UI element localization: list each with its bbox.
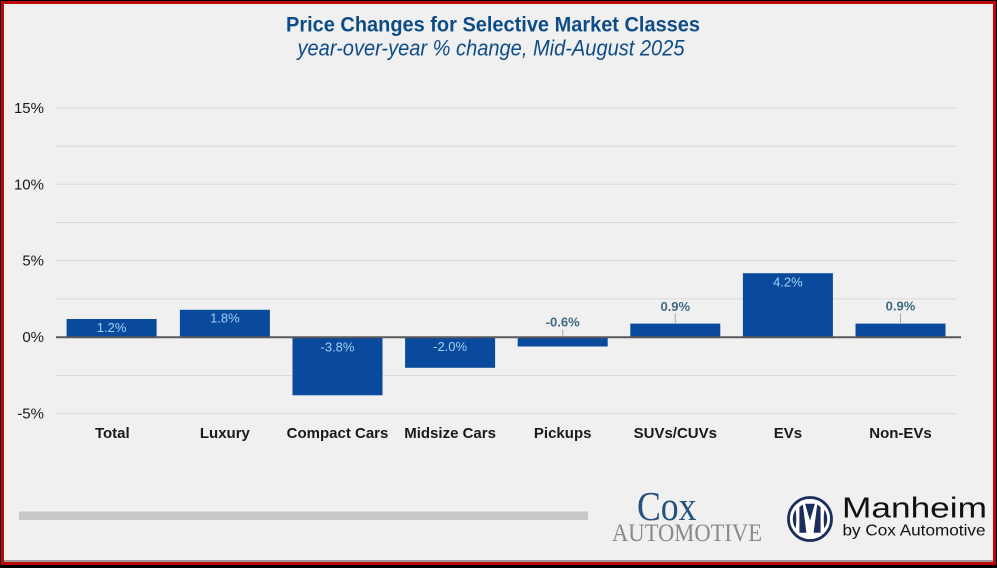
svg-text:EVs: EVs — [774, 425, 802, 442]
svg-text:Cox: Cox — [637, 483, 697, 529]
svg-text:by Cox Automotive: by Cox Automotive — [843, 523, 986, 540]
svg-text:-3.8%: -3.8% — [321, 340, 355, 355]
svg-text:1.2%: 1.2% — [97, 320, 127, 335]
svg-text:0%: 0% — [22, 329, 44, 346]
svg-text:Price Changes for Selective Ma: Price Changes for Selective Market Class… — [286, 14, 700, 37]
svg-text:15%: 15% — [14, 100, 44, 117]
svg-text:10%: 10% — [14, 176, 44, 193]
svg-text:AUTOMOTIVE: AUTOMOTIVE — [612, 520, 762, 547]
svg-text:5%: 5% — [22, 253, 44, 270]
svg-text:Compact Cars: Compact Cars — [287, 425, 389, 442]
svg-text:Pickups: Pickups — [534, 425, 592, 442]
svg-text:1.8%: 1.8% — [210, 311, 240, 326]
svg-text:Manheim: Manheim — [842, 493, 987, 525]
svg-text:0.9%: 0.9% — [886, 299, 916, 314]
svg-text:year-over-year % change, Mid-A: year-over-year % change, Mid-August 2025 — [296, 36, 685, 61]
svg-text:SUVs/CUVs: SUVs/CUVs — [634, 425, 717, 442]
svg-text:-2.0%: -2.0% — [433, 339, 467, 354]
svg-text:-0.6%: -0.6% — [546, 315, 580, 330]
svg-text:0.9%: 0.9% — [660, 299, 690, 314]
svg-text:Luxury: Luxury — [200, 425, 251, 442]
svg-text:4.2%: 4.2% — [773, 275, 803, 290]
svg-text:Total: Total — [95, 425, 130, 442]
svg-text:Midsize Cars: Midsize Cars — [404, 425, 496, 442]
svg-text:Non-EVs: Non-EVs — [869, 425, 932, 442]
svg-text:-5%: -5% — [17, 406, 44, 423]
